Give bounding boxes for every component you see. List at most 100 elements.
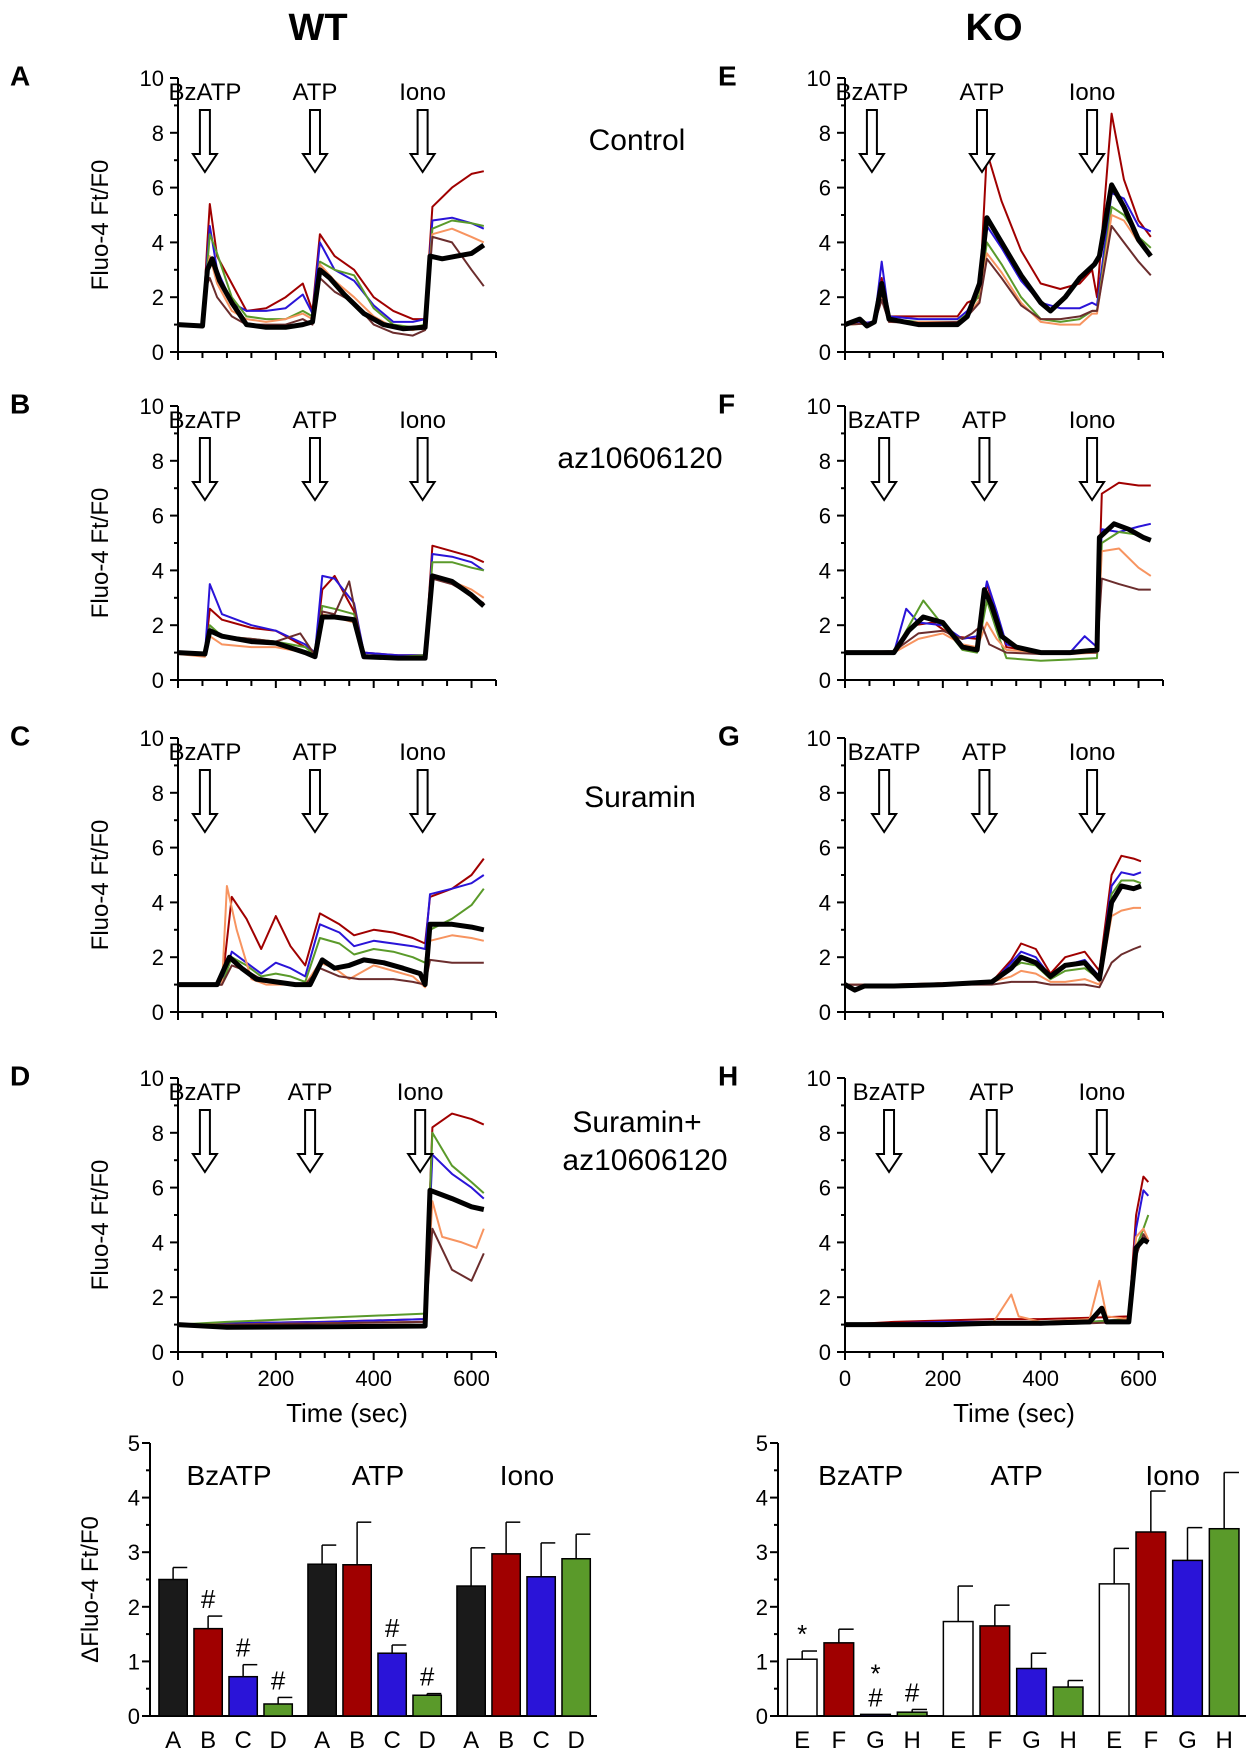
y-tick-label: 0	[152, 1340, 164, 1365]
y-tick-label: 6	[152, 504, 164, 529]
y-tick-label: 10	[807, 1066, 831, 1091]
stimulus-arrow	[870, 769, 899, 834]
category-label: D	[567, 1727, 584, 1754]
y-tick-label: 0	[152, 668, 164, 693]
y-tick-label: 8	[152, 781, 164, 806]
y-tick-label: 2	[152, 1285, 164, 1310]
y-tick-label: 10	[807, 66, 831, 91]
series-dark_red	[844, 1175, 1150, 1326]
bar	[412, 1694, 443, 1717]
stimulus-label: BzATP	[168, 407, 241, 434]
panel-A: A 0 2 4 6 8 10 Fluo-4 Ft/F0 BzATP ATP Iono	[10, 60, 497, 365]
stimulus-arrow	[301, 769, 329, 834]
bar	[307, 1563, 338, 1717]
y-tick-label: 0	[819, 668, 831, 693]
y-tick-label: 6	[152, 836, 164, 861]
stimulus-label: ATP	[293, 739, 338, 766]
category-label: G	[1178, 1727, 1197, 1754]
category-label: D	[269, 1727, 286, 1754]
y-tick-label: 8	[152, 121, 164, 146]
bar	[1015, 1667, 1048, 1717]
series-dark_red	[177, 544, 485, 657]
y-axis-label: ΔFluo-4 Ft/F0	[77, 1516, 104, 1663]
y-axis-label: Fluo-4 Ft/F0	[87, 1160, 114, 1291]
y-tick-label: 6	[152, 176, 164, 201]
series-black	[177, 573, 486, 661]
series-blue	[844, 1189, 1150, 1326]
bar	[942, 1620, 974, 1717]
stimulus-label: ATP	[293, 407, 338, 434]
category-label: C	[532, 1727, 549, 1754]
stimulus-arrow	[870, 437, 899, 502]
y-tick-label: 10	[807, 394, 831, 419]
significance-mark: #	[420, 1662, 435, 1692]
category-label: E	[794, 1727, 810, 1754]
y-tick-label: 8	[819, 121, 831, 146]
y-tick-label: 8	[819, 1121, 831, 1146]
group-label: Iono	[500, 1460, 555, 1491]
y-tick-label: 4	[819, 890, 831, 915]
stimulus-label: BzATP	[835, 79, 908, 106]
y-tick-label: 4	[152, 558, 164, 583]
stimulus-arrow	[296, 1109, 324, 1174]
category-label: C	[383, 1727, 400, 1754]
group-label: ATP	[990, 1460, 1042, 1491]
y-axis-label: Fluo-4 Ft/F0	[87, 820, 114, 951]
series-black	[177, 243, 486, 332]
stimulus-arrow	[1078, 109, 1106, 174]
bar	[786, 1658, 818, 1717]
x-tick-label: 0	[839, 1366, 851, 1391]
bar	[561, 1558, 592, 1717]
stimulus-label: BzATP	[853, 1079, 926, 1106]
significance-mark: #	[868, 1682, 883, 1712]
y-tick-label: 5	[756, 1431, 768, 1456]
category-label: H	[1059, 1727, 1076, 1754]
panel-letter: B	[10, 388, 30, 419]
y-tick-label: 5	[128, 1431, 140, 1456]
category-label: A	[165, 1727, 181, 1754]
y-tick-label: 8	[152, 449, 164, 474]
stimulus-label: Iono	[397, 1079, 444, 1106]
category-label: G	[1022, 1727, 1041, 1754]
y-tick-label: 6	[819, 504, 831, 529]
category-label: B	[200, 1727, 216, 1754]
panel-H: H 0 2 4 6 8 10 0 200 400 600 Time (sec) BzATP ATP Iono	[718, 1060, 1164, 1428]
condition-label-suramin-plus: Suramin+	[572, 1106, 701, 1139]
significance-mark: #	[385, 1613, 400, 1643]
stimulus-arrow	[858, 109, 886, 174]
series-black	[843, 883, 1142, 993]
stimulus-label: ATP	[969, 1079, 1014, 1106]
category-label: A	[463, 1727, 479, 1754]
stimulus-arrow	[301, 437, 329, 502]
y-tick-label: 10	[140, 394, 164, 419]
panel-letter: G	[718, 720, 740, 751]
group-label: BzATP	[818, 1460, 903, 1491]
stimulus-arrow	[191, 1109, 219, 1174]
series-black	[844, 182, 1153, 329]
stimulus-arrow	[968, 109, 996, 174]
stimulus-label: BzATP	[168, 1079, 241, 1106]
stimulus-arrow	[301, 109, 329, 174]
stimulus-arrow	[970, 437, 999, 502]
stimulus-label: Iono	[1069, 407, 1116, 434]
stimulus-arrow	[1087, 1109, 1116, 1174]
y-tick-label: 0	[152, 340, 164, 365]
y-tick-label: 2	[819, 1285, 831, 1310]
y-tick-label: 1	[756, 1649, 768, 1674]
significance-mark: *	[797, 1619, 807, 1649]
stimulus-label: BzATP	[848, 407, 921, 434]
bar	[342, 1564, 373, 1717]
series-blue	[177, 553, 485, 657]
y-tick-label: 0	[756, 1704, 768, 1729]
y-tick-label: 6	[819, 176, 831, 201]
category-label: E	[950, 1727, 966, 1754]
bar	[823, 1642, 855, 1717]
stimulus-label: Iono	[399, 79, 446, 106]
stimulus-label: ATP	[962, 407, 1007, 434]
series-black	[178, 921, 485, 988]
stimulus-label: ATP	[293, 79, 338, 106]
panel-B: B 0 2 4 6 8 10 Fluo-4 Ft/F0 BzATP ATP Iono	[10, 388, 497, 693]
